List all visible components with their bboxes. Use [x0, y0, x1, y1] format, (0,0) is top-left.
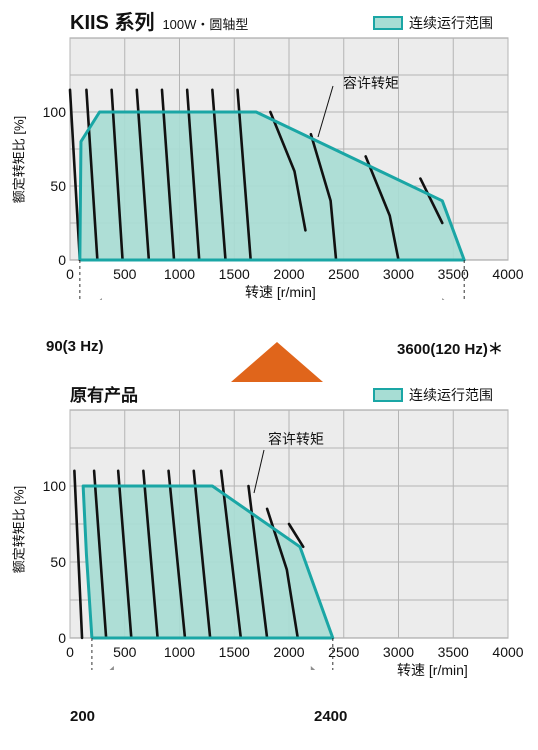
chart1-subtitle: 100W・圆轴型 [162, 17, 249, 32]
x-tick-label: 3000 [383, 266, 414, 282]
x-tick-label: 4000 [492, 266, 523, 282]
chart2-ratio-label: 减速比 1：12 [162, 679, 252, 696]
x-tick-label: 3500 [438, 266, 469, 282]
chart2-range-end: 2400 [314, 708, 348, 725]
torque-curve-line [116, 469, 133, 640]
y-tick-label: 50 [50, 554, 66, 570]
chart1-legend-label: 连续运行范围 [409, 15, 493, 31]
chart1-ratio-label: 减速比 1：40 [214, 313, 304, 330]
torque-curve-line [85, 88, 99, 262]
chart1-legend: 连续运行范围 [373, 13, 493, 33]
x-tick-label: 1000 [164, 644, 195, 660]
y-tick-label: 100 [43, 104, 67, 120]
y-tick-label: 50 [50, 178, 66, 194]
x-tick-label: 2500 [328, 644, 359, 660]
torque-curve-line [110, 88, 124, 262]
annotation-leader-line [317, 85, 334, 138]
torque-curve-line [364, 155, 400, 262]
annotation-leader-line [253, 449, 265, 494]
x-tick-label: 0 [66, 266, 74, 282]
chart2-plot: 0 500 1000 1500 2000 2500 3000 3500 4000 0 50 100 容许… [43, 409, 524, 670]
y-tick-label: 100 [43, 478, 67, 494]
torque-curve-line [185, 88, 201, 262]
torque-curve-line [167, 469, 187, 640]
chart1-range-start: 90(3 Hz) [46, 338, 104, 355]
x-tick-label: 2000 [273, 644, 304, 660]
torque-curve-line [419, 177, 444, 225]
torque-curve-line [247, 484, 269, 640]
continuous-operation-region [83, 486, 333, 638]
torque-curve-line [68, 88, 82, 262]
chart2-legend: 连续运行范围 [373, 385, 493, 405]
chart1-range-end: 3600(120 Hz)＊ [397, 341, 503, 358]
chart2-title: 原有产品 [70, 386, 138, 405]
chart1-title: KIIS 系列 100W・圆轴型 [70, 12, 249, 34]
up-arrow-icon [231, 342, 323, 382]
x-tick-label: 4000 [492, 644, 523, 660]
annotation-allowable-torque: 容许转矩 [268, 431, 324, 447]
legend-swatch [373, 388, 403, 402]
torque-curve-line [287, 522, 305, 549]
x-tick-label: 1000 [164, 266, 195, 282]
torque-curve-line [135, 88, 151, 262]
chart1-xlabel: 转速 [r/min] [245, 284, 316, 300]
continuous-operation-region [79, 112, 465, 260]
x-tick-label: 1500 [219, 266, 250, 282]
torque-curve-line [92, 469, 108, 640]
chart2-range-start: 200 [70, 708, 96, 725]
chart1-plot: 0 500 1000 1500 2000 2500 3000 3500 4000 0 50 100 容许… [43, 37, 524, 300]
torque-curve-line [142, 469, 159, 640]
x-tick-label: 1500 [219, 644, 250, 660]
torque-curve-line [160, 88, 176, 262]
y-tick-label: 0 [58, 630, 66, 646]
torque-curve-line [211, 88, 227, 262]
torque-curve-line [309, 132, 338, 262]
chart2-xlabel: 转速 [r/min] [397, 662, 468, 678]
speed-range-arrow [109, 666, 316, 670]
torque-curve-line [73, 469, 84, 640]
x-tick-label: 500 [113, 266, 137, 282]
torque-curve-line [219, 469, 243, 640]
y-tick-label: 0 [58, 252, 66, 268]
chart2-legend-label: 连续运行范围 [409, 387, 493, 403]
x-tick-label: 2000 [273, 266, 304, 282]
x-tick-label: 500 [113, 644, 137, 660]
x-tick-label: 2500 [328, 266, 359, 282]
annotation-allowable-torque: 容许转矩 [343, 75, 399, 91]
legend-swatch [373, 16, 403, 30]
x-tick-label: 0 [66, 644, 74, 660]
torque-curve-line [269, 110, 307, 232]
x-tick-label: 3500 [438, 644, 469, 660]
torque-curve-line [192, 469, 212, 640]
x-tick-label: 3000 [383, 644, 414, 660]
torque-curve-line [236, 88, 252, 262]
